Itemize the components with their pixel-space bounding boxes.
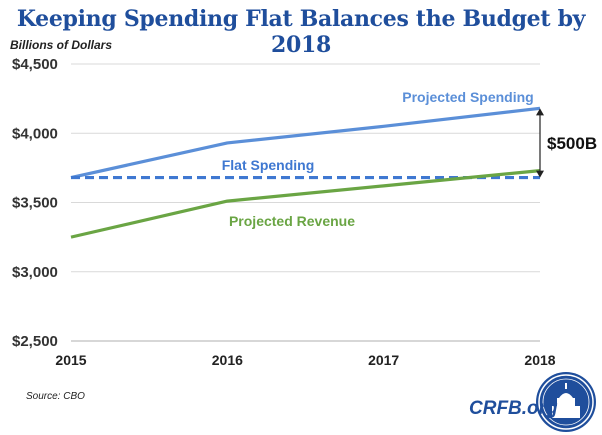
crfb-logo-icon [536,372,596,432]
brand-label: CRFB.org [469,398,558,419]
chart-title: Keeping Spending Flat Balances the Budge… [16,6,586,58]
series-label-projected-revenue: Projected Revenue [229,213,355,229]
x-tick-label: 2016 [212,352,243,368]
series-line-projected-revenue [70,169,541,239]
y-tick-label: $4,000 [12,125,58,142]
gap-arrow-head-top [536,108,544,116]
gap-arrow-head-bottom [536,170,544,178]
gap-annotation-label: $500B [547,134,597,153]
source-note: Source: CBO [26,391,85,402]
series-label-flat-spending: Flat Spending [222,157,315,173]
y-tick-label: $3,000 [12,264,58,281]
x-tick-label: 2018 [524,352,555,368]
y-tick-label: $4,500 [12,56,58,73]
y-tick-label: $2,500 [12,333,58,350]
y-axis-unit-label: Billions of Dollars [10,38,113,52]
series-line-projected-spending [70,106,541,180]
y-tick-label: $3,500 [12,195,58,212]
series-label-projected-spending: Projected Spending [402,89,533,105]
x-tick-label: 2017 [368,352,399,368]
x-tick-label: 2015 [55,352,86,368]
